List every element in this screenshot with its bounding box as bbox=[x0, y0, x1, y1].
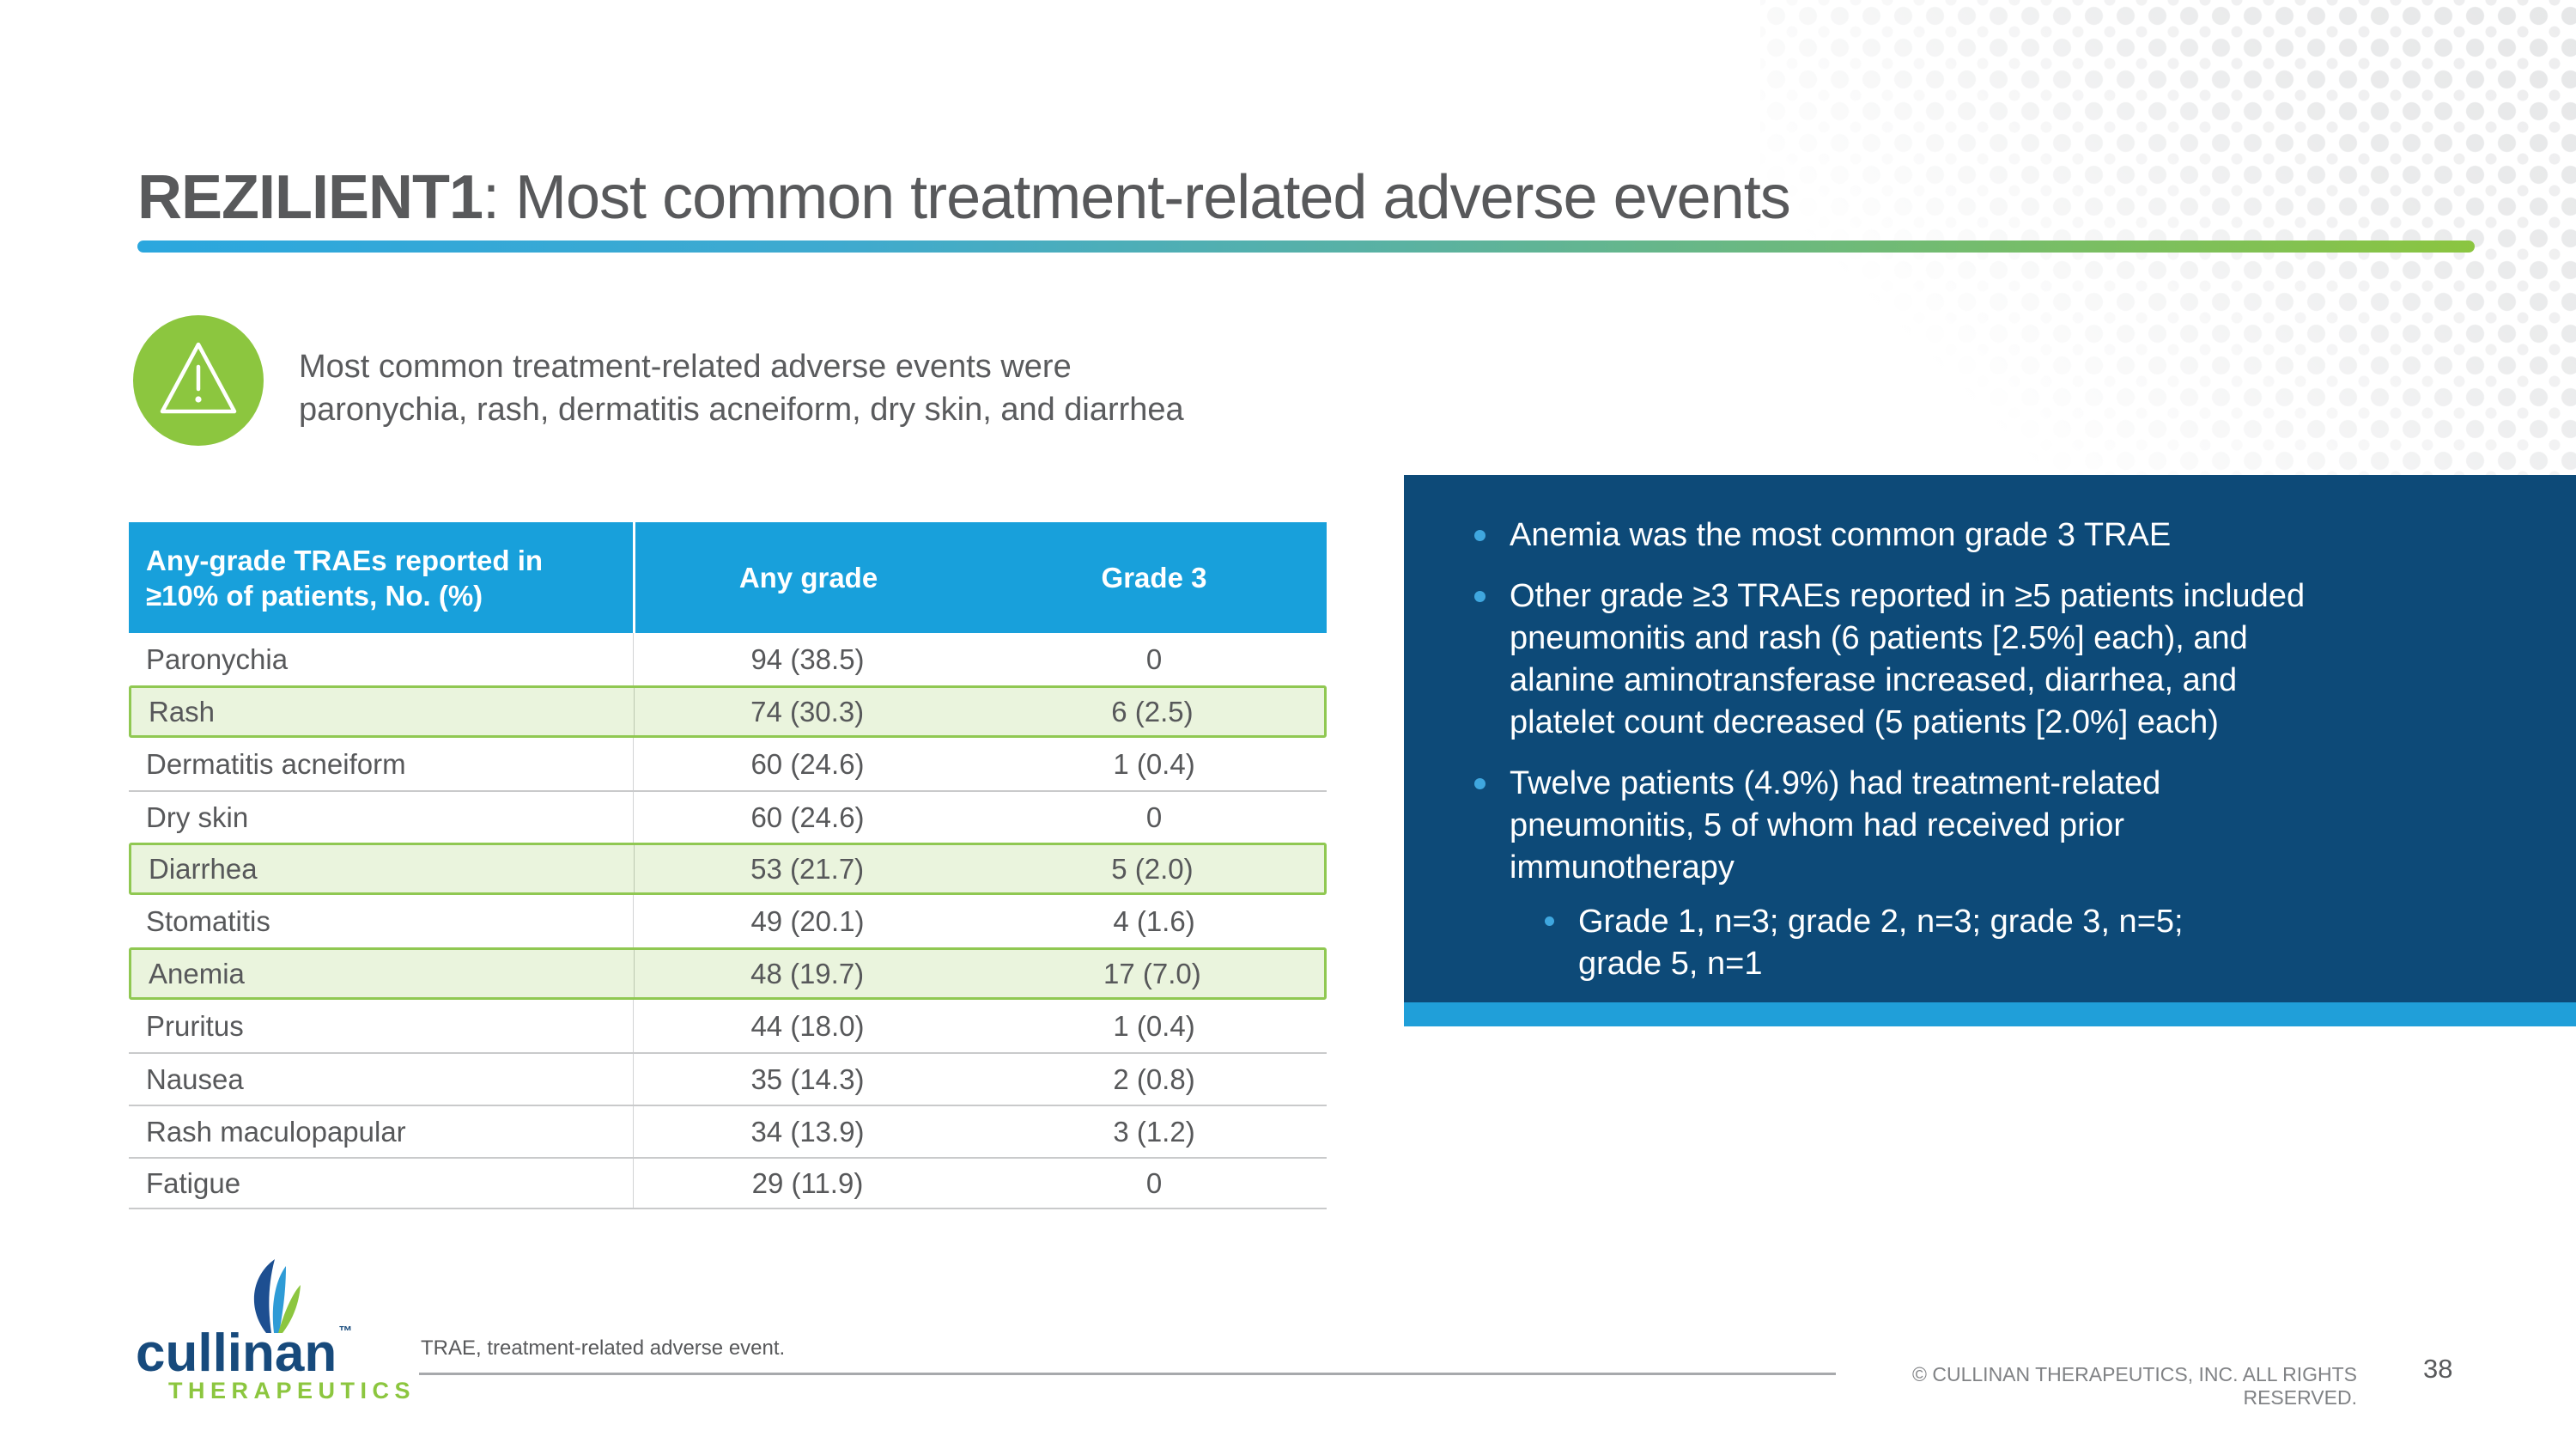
page-title-rest: : Most common treatment-related adverse … bbox=[483, 163, 1791, 232]
copyright-text: © CULLINAN THERAPEUTICS, INC. ALL RIGHTS… bbox=[1912, 1363, 2357, 1409]
insight-bullet: Twelve patients (4.9%) had treatment-rel… bbox=[1474, 763, 2550, 889]
grade3-cell: 6 (2.5) bbox=[1111, 695, 1194, 728]
insight-bullet-text: Grade 1, n=3; grade 2, n=3; grade 3, n=5… bbox=[1578, 904, 2184, 982]
bullet-dot-icon bbox=[1474, 591, 1485, 602]
insight-bullet: Other grade ≥3 TRAEs reported in ≥5 pati… bbox=[1474, 575, 2550, 744]
therapeutics-subtext: THERAPEUTICS bbox=[168, 1378, 416, 1403]
event-name-cell: Dry skin bbox=[146, 801, 249, 833]
grade3-cell: 5 (2.0) bbox=[1111, 852, 1194, 885]
table-row: Rash 74 (30.3) 6 (2.5) bbox=[129, 685, 1327, 738]
trae-table: Any-grade TRAEs reported in ≥10% of pati… bbox=[129, 522, 1327, 1209]
page-title-study-name: REZILIENT1 bbox=[137, 163, 483, 232]
grade3-cell: 1 (0.4) bbox=[1113, 1009, 1195, 1042]
any-grade-cell: 53 (21.7) bbox=[633, 845, 981, 892]
any-grade-cell: 29 (11.9) bbox=[633, 1159, 981, 1208]
callout-text: Most common treatment-related adverse ev… bbox=[299, 349, 1184, 428]
footnote-abbreviation: TRAE, treatment-related adverse event. bbox=[421, 1336, 786, 1360]
table-header-row: Any-grade TRAEs reported in ≥10% of pati… bbox=[129, 522, 1327, 633]
table-header-events: Any-grade TRAEs reported in ≥10% of pati… bbox=[146, 544, 544, 612]
any-grade-cell: 35 (14.3) bbox=[633, 1054, 981, 1105]
bullet-dot-icon bbox=[1545, 916, 1554, 926]
title-underline-gradient bbox=[137, 240, 2475, 253]
grade3-cell: 4 (1.6) bbox=[1113, 904, 1195, 937]
table-row: Dry skin 60 (24.6) 0 bbox=[129, 790, 1327, 843]
grade3-cell: 3 (1.2) bbox=[1113, 1115, 1195, 1148]
table-body: Paronychia 94 (38.5) 0 Rash 74 (30.3) 6 … bbox=[129, 633, 1327, 1209]
event-name-cell: Dermatitis acneiform bbox=[146, 747, 406, 780]
any-grade-cell: 60 (24.6) bbox=[633, 738, 981, 790]
panel-accent-bar bbox=[1404, 1002, 2576, 1026]
any-grade-cell: 94 (38.5) bbox=[633, 633, 981, 685]
table-row: Dermatitis acneiform 60 (24.6) 1 (0.4) bbox=[129, 738, 1327, 790]
page-title: REZILIENT1: Most common treatment-relate… bbox=[137, 163, 1791, 232]
any-grade-cell: 60 (24.6) bbox=[633, 792, 981, 843]
table-row: Anemia 48 (19.7) 17 (7.0) bbox=[129, 947, 1327, 1000]
event-name-cell: Stomatitis bbox=[146, 904, 270, 937]
insights-list: Anemia was the most common grade 3 TRAE … bbox=[1474, 514, 2550, 985]
insight-bullet-text: Anemia was the most common grade 3 TRAE bbox=[1510, 517, 2172, 553]
table-header-any-grade: Any grade bbox=[633, 522, 981, 633]
event-name-cell: Rash maculopapular bbox=[146, 1115, 406, 1148]
any-grade-cell: 34 (13.9) bbox=[633, 1106, 981, 1157]
page-number: 38 bbox=[2423, 1354, 2453, 1384]
event-name-cell: Nausea bbox=[146, 1062, 244, 1095]
insight-bullet: Anemia was the most common grade 3 TRAE bbox=[1474, 514, 2550, 557]
trademark-symbol: ™ bbox=[338, 1324, 353, 1339]
bullet-dot-icon bbox=[1474, 530, 1485, 541]
table-row: Rash maculopapular 34 (13.9) 3 (1.2) bbox=[129, 1105, 1327, 1157]
grade3-cell: 17 (7.0) bbox=[1103, 957, 1201, 989]
grade3-cell: 0 bbox=[1145, 1166, 1163, 1199]
any-grade-cell: 48 (19.7) bbox=[633, 950, 981, 997]
event-name-cell: Pruritus bbox=[146, 1009, 244, 1042]
event-name-cell: Anemia bbox=[149, 957, 245, 989]
grade3-cell: 2 (0.8) bbox=[1113, 1062, 1195, 1095]
grade3-cell: 0 bbox=[1145, 642, 1163, 675]
insight-bullet: Grade 1, n=3; grade 2, n=3; grade 3, n=5… bbox=[1545, 901, 2550, 985]
insight-bullet-text: Other grade ≥3 TRAEs reported in ≥5 pati… bbox=[1510, 578, 2306, 740]
cullinan-wordmark-text: cullinan bbox=[136, 1324, 337, 1383]
any-grade-cell: 49 (20.1) bbox=[633, 895, 981, 947]
table-row: Diarrhea 53 (21.7) 5 (2.0) bbox=[129, 843, 1327, 895]
warning-circle bbox=[133, 315, 264, 446]
table-row: Nausea 35 (14.3) 2 (0.8) bbox=[129, 1052, 1327, 1105]
event-name-cell: Paronychia bbox=[146, 642, 289, 675]
bullet-dot-icon bbox=[1474, 778, 1485, 789]
grade3-cell: 1 (0.4) bbox=[1113, 747, 1195, 780]
table-row: Pruritus 44 (18.0) 1 (0.4) bbox=[129, 1000, 1327, 1052]
event-name-cell: Rash bbox=[149, 695, 216, 728]
event-name-cell: Diarrhea bbox=[149, 852, 258, 885]
any-grade-cell: 74 (30.3) bbox=[633, 688, 981, 735]
event-name-cell: Fatigue bbox=[146, 1166, 241, 1199]
footer-divider-line bbox=[419, 1373, 1836, 1375]
table-header-grade3: Grade 3 bbox=[1101, 561, 1207, 594]
table-row: Stomatitis 49 (20.1) 4 (1.6) bbox=[129, 895, 1327, 947]
table-row: Paronychia 94 (38.5) 0 bbox=[129, 633, 1327, 685]
cullinan-wordmark: cullinan ™ bbox=[136, 1323, 353, 1384]
table-row: Fatigue 29 (11.9) 0 bbox=[129, 1157, 1327, 1209]
grade3-cell: 0 bbox=[1145, 801, 1163, 833]
insight-bullet-text: Twelve patients (4.9%) had treatment-rel… bbox=[1510, 765, 2161, 886]
insights-panel: Anemia was the most common grade 3 TRAE … bbox=[1404, 475, 2576, 1002]
any-grade-cell: 44 (18.0) bbox=[633, 1000, 981, 1052]
cullinan-leaf-logo-icon bbox=[253, 1259, 301, 1333]
warning-triangle-icon bbox=[160, 342, 237, 414]
